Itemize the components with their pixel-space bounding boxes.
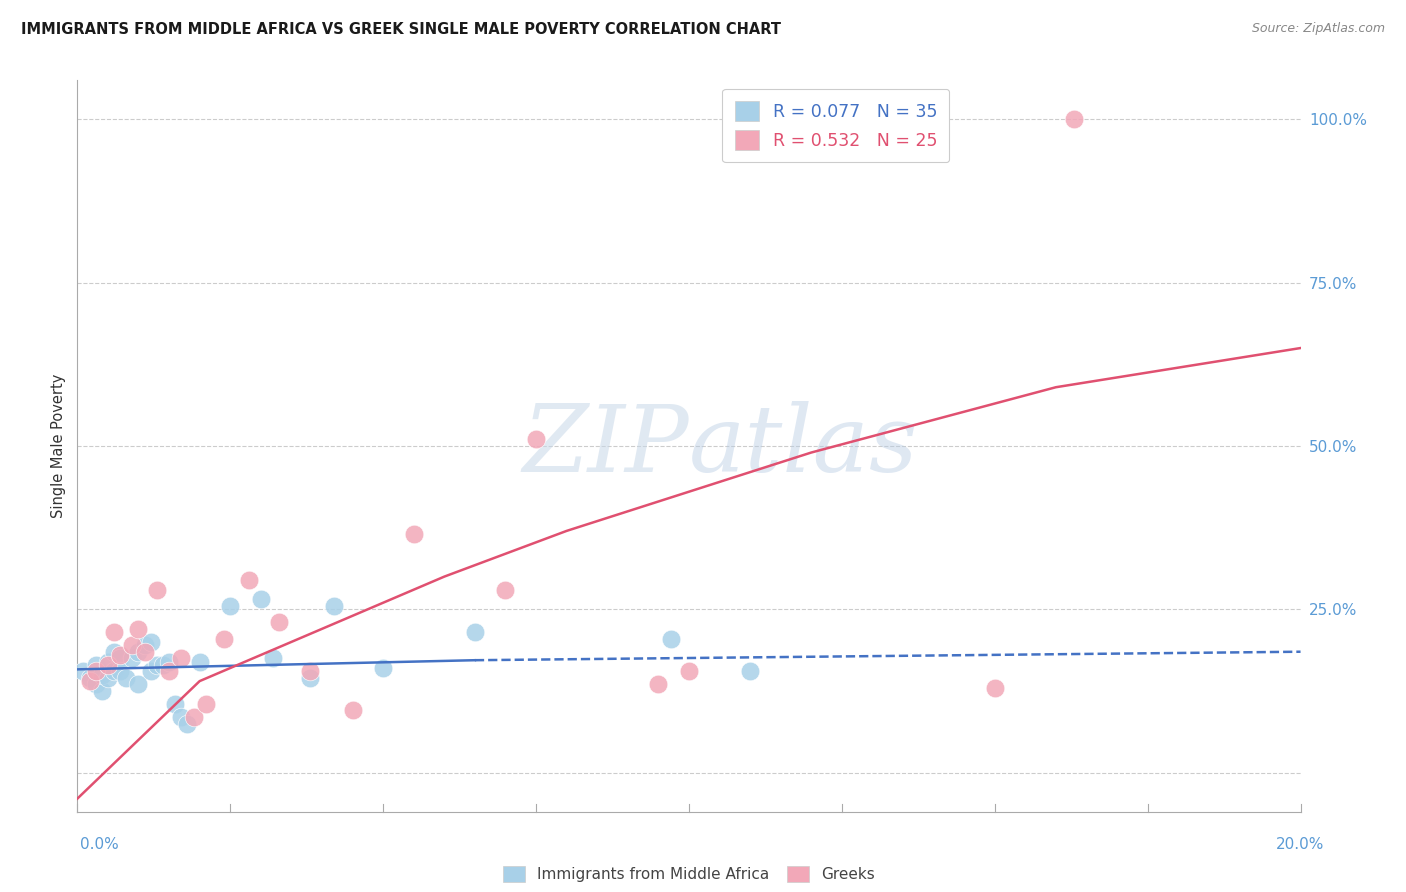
Point [219, 599, 242, 613]
Point [157, 665, 180, 679]
Point [103, 665, 125, 679]
Text: Source: ZipAtlas.com: Source: ZipAtlas.com [1251, 22, 1385, 36]
Point [659, 632, 682, 646]
Point [238, 573, 260, 587]
Point [128, 622, 150, 636]
Point [402, 527, 425, 541]
Point [165, 697, 187, 711]
Point [108, 665, 131, 679]
Point [72, 665, 94, 679]
Point [121, 638, 143, 652]
Point [176, 716, 198, 731]
Point [84, 665, 107, 679]
Point [298, 671, 321, 685]
Point [121, 651, 143, 665]
Point [262, 651, 284, 665]
Point [647, 677, 669, 691]
Point [678, 665, 700, 679]
Point [170, 710, 193, 724]
Point [984, 681, 1007, 695]
Point [84, 677, 107, 691]
Text: 0.0%: 0.0% [80, 837, 120, 852]
Point [84, 657, 107, 672]
Point [464, 625, 486, 640]
Text: 20.0%: 20.0% [1277, 837, 1324, 852]
Point [97, 671, 120, 685]
Point [740, 665, 762, 679]
Point [212, 632, 235, 646]
Point [108, 648, 131, 662]
Point [115, 671, 138, 685]
Text: atlas: atlas [689, 401, 918, 491]
Point [524, 433, 547, 447]
Point [79, 674, 101, 689]
Point [108, 651, 131, 665]
Point [103, 645, 125, 659]
Point [183, 710, 205, 724]
Point [139, 635, 162, 649]
Point [170, 651, 193, 665]
Y-axis label: Single Male Poverty: Single Male Poverty [51, 374, 66, 518]
Point [250, 592, 273, 607]
Point [146, 657, 169, 672]
Point [97, 655, 120, 669]
Point [128, 677, 150, 691]
Point [90, 684, 112, 698]
Point [139, 665, 162, 679]
Point [128, 645, 150, 659]
Text: IMMIGRANTS FROM MIDDLE AFRICA VS GREEK SINGLE MALE POVERTY CORRELATION CHART: IMMIGRANTS FROM MIDDLE AFRICA VS GREEK S… [21, 22, 782, 37]
Point [371, 661, 394, 675]
Point [134, 638, 156, 652]
Point [188, 655, 211, 669]
Legend: Immigrants from Middle Africa, Greeks: Immigrants from Middle Africa, Greeks [498, 860, 880, 888]
Point [146, 582, 169, 597]
Point [134, 645, 156, 659]
Point [97, 657, 120, 672]
Text: ZIP: ZIP [522, 401, 689, 491]
Point [269, 615, 291, 630]
Point [1063, 112, 1085, 127]
Point [194, 697, 217, 711]
Point [157, 655, 180, 669]
Point [495, 582, 517, 597]
Point [323, 599, 346, 613]
Point [298, 665, 321, 679]
Point [103, 625, 125, 640]
Point [79, 671, 101, 685]
Point [152, 657, 174, 672]
Point [342, 704, 364, 718]
Point [90, 667, 112, 681]
